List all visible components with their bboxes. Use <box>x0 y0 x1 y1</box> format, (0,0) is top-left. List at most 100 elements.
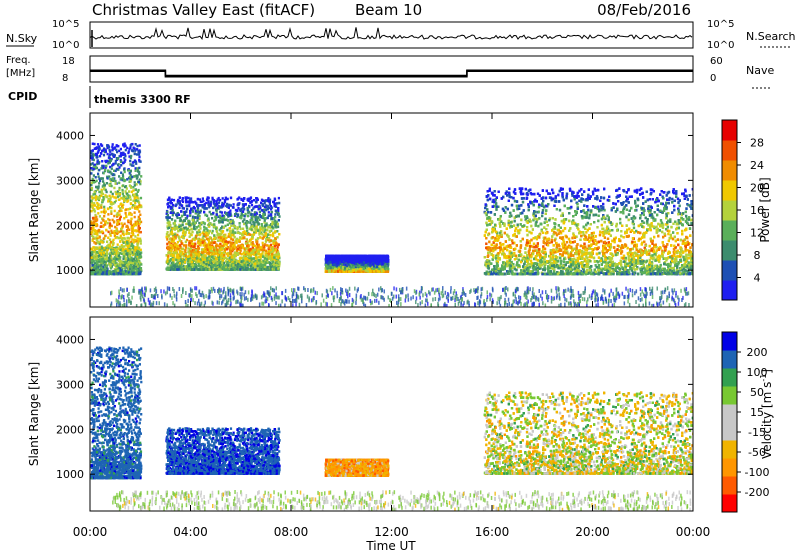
echo-cell <box>133 147 136 150</box>
echo-cell <box>180 214 184 218</box>
echo-cell <box>245 224 248 227</box>
echo-cell <box>198 230 201 234</box>
echo-cell <box>97 175 100 178</box>
echo-cell <box>114 236 117 240</box>
echo-cell <box>110 203 113 206</box>
echo-cell <box>112 179 115 182</box>
echo-cell <box>134 201 137 205</box>
echo-cell <box>132 241 135 244</box>
echo-cell <box>188 231 191 235</box>
echo-cell <box>199 265 202 268</box>
echo-cell <box>131 246 134 249</box>
echo-cell <box>120 209 123 212</box>
echo-cell <box>123 262 126 266</box>
echo-cell <box>203 268 206 271</box>
echo-cell <box>104 166 107 170</box>
echo-cell <box>124 190 127 193</box>
echo-cell <box>109 178 112 181</box>
echo-cell <box>91 255 95 259</box>
echo-cell <box>202 199 205 203</box>
echo-cell <box>255 201 258 204</box>
echo-cell <box>113 196 116 199</box>
echo-cell <box>98 272 101 276</box>
echo-cell <box>90 154 93 157</box>
echo-cell <box>121 188 124 192</box>
echo-cell <box>91 142 94 145</box>
echo-cell <box>122 270 126 273</box>
echo-cell <box>106 244 109 248</box>
echo-cell <box>126 242 129 245</box>
echo-cell <box>118 222 121 226</box>
echo-cell <box>173 246 176 249</box>
echo-cell <box>215 209 218 212</box>
echo-cell <box>94 267 97 271</box>
echo-cell <box>132 229 135 232</box>
echo-cell <box>243 218 246 221</box>
echo-cell <box>171 238 174 241</box>
echo-cell <box>91 228 94 231</box>
echo-cell <box>107 259 110 262</box>
echo-cell <box>211 223 214 226</box>
echo-cell <box>134 143 137 146</box>
echo-cell <box>202 263 205 267</box>
echo-cell <box>105 250 108 254</box>
echo-cell <box>242 231 245 234</box>
echo-cell <box>104 234 107 238</box>
echo-cell <box>123 248 126 251</box>
echo-cell <box>212 206 215 210</box>
echo-cell <box>264 240 267 243</box>
echo-cell <box>117 259 120 262</box>
echo-cell <box>97 198 100 202</box>
echo-cell <box>189 198 192 201</box>
echo-cell <box>139 267 143 270</box>
echo-cell <box>97 247 100 250</box>
echo-cell <box>131 229 134 232</box>
echo-cell <box>105 266 108 270</box>
echo-cell <box>264 228 267 232</box>
echo-cell <box>96 162 99 166</box>
echo-cell <box>138 201 141 204</box>
echo-cell <box>187 247 190 250</box>
echo-cell <box>129 261 132 264</box>
echo-cell <box>128 184 131 187</box>
echo-cell <box>103 184 106 187</box>
echo-cell <box>173 228 176 231</box>
echo-cell <box>184 226 187 229</box>
echo-cell <box>98 254 101 257</box>
echo-cell <box>129 265 132 268</box>
echo-cell <box>168 226 171 229</box>
echo-cell <box>125 187 128 190</box>
echo-cell <box>128 190 131 193</box>
echo-cell <box>110 210 113 213</box>
echo-cell <box>115 144 118 147</box>
echo-cell <box>183 226 186 230</box>
echo-cell <box>100 203 103 207</box>
echo-cell <box>261 241 264 245</box>
freq-tick-bottom: 8 <box>62 73 68 84</box>
echo-cell <box>114 271 117 275</box>
echo-cell <box>135 153 139 156</box>
echo-cell <box>211 229 214 233</box>
echo-cell <box>269 261 272 265</box>
echo-cell <box>272 232 275 235</box>
echo-cell <box>113 169 116 172</box>
echo-cell <box>221 244 224 248</box>
echo-cell <box>133 257 136 261</box>
echo-cell <box>139 230 142 234</box>
echo-cell <box>185 210 188 213</box>
echo-cell <box>108 175 111 178</box>
echo-cell <box>92 270 95 273</box>
echo-cell <box>208 241 211 244</box>
echo-cell <box>228 227 231 230</box>
echo-cell <box>230 224 233 228</box>
echo-cell <box>217 236 220 239</box>
echo-cell <box>108 269 111 273</box>
echo-cell <box>109 158 112 162</box>
echo-cell <box>136 250 139 253</box>
echo-cell <box>111 249 114 253</box>
echo-cell <box>118 192 122 196</box>
echo-cell <box>138 219 141 223</box>
echo-cell <box>248 238 252 242</box>
echo-cell <box>192 221 195 225</box>
echo-cell <box>120 171 123 174</box>
